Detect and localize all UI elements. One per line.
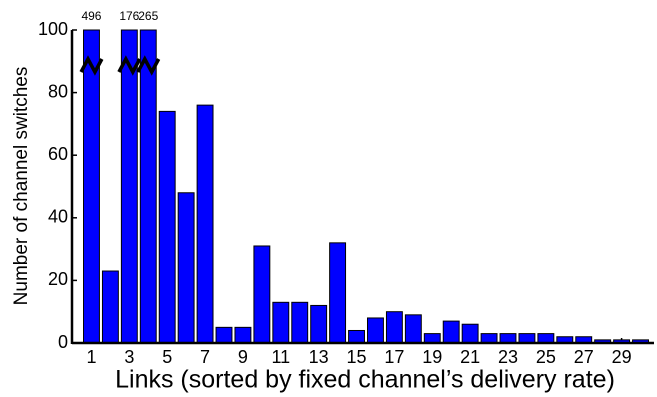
bar <box>291 301 309 344</box>
bar <box>215 326 233 344</box>
x-tick-label: 3 <box>124 347 134 367</box>
x-tick-label: 13 <box>309 347 329 367</box>
bar <box>158 110 176 344</box>
x-tick-label: 7 <box>200 347 210 367</box>
bar <box>234 326 252 344</box>
bar <box>329 242 347 344</box>
bar <box>442 320 460 344</box>
bar <box>499 333 517 344</box>
x-tick-label: 17 <box>384 347 404 367</box>
y-tick-label: 100 <box>38 19 68 39</box>
y-axis-label: Number of channel switches <box>11 67 32 306</box>
x-tick-label: 11 <box>271 347 290 367</box>
bar <box>461 323 479 344</box>
x-tick-label: 29 <box>612 347 632 367</box>
bar <box>196 104 214 344</box>
x-tick-label: 21 <box>460 347 480 367</box>
x-tick-label: 1 <box>86 347 96 367</box>
bar <box>272 301 290 344</box>
bar <box>423 333 441 344</box>
bar <box>537 333 555 344</box>
bar <box>404 314 422 344</box>
bar <box>253 245 271 344</box>
y-tick-label: 60 <box>48 144 68 164</box>
x-tick-label: 25 <box>536 347 556 367</box>
x-tick-label: 9 <box>238 347 248 367</box>
x-tick-label: 19 <box>422 347 442 367</box>
bar <box>480 333 498 344</box>
y-tick-label: 0 <box>58 332 68 352</box>
break-mark <box>79 55 104 76</box>
x-tick-label: 27 <box>574 347 594 367</box>
bar <box>83 29 100 344</box>
bar <box>120 29 138 344</box>
x-tick-label: 15 <box>347 347 367 367</box>
break-mark <box>136 55 161 76</box>
bar <box>139 29 157 344</box>
bar <box>101 270 119 344</box>
bar <box>385 311 403 344</box>
bar <box>518 333 536 344</box>
value-label: 265 <box>138 9 158 23</box>
bar <box>367 317 384 344</box>
y-tick-label: 80 <box>48 81 68 101</box>
x-axis-label: Links (sorted by fixed channel’s deliver… <box>115 366 615 394</box>
y-tick-label: 20 <box>48 269 68 289</box>
x-tick-label: 23 <box>498 347 518 367</box>
value-label: 496 <box>81 9 101 23</box>
bar <box>177 192 195 344</box>
y-tick-label: 40 <box>48 207 68 227</box>
x-tick-label: 5 <box>162 347 172 367</box>
break-mark <box>117 55 142 76</box>
bar <box>310 304 328 344</box>
bar <box>348 329 365 344</box>
value-label: 176 <box>119 9 139 23</box>
